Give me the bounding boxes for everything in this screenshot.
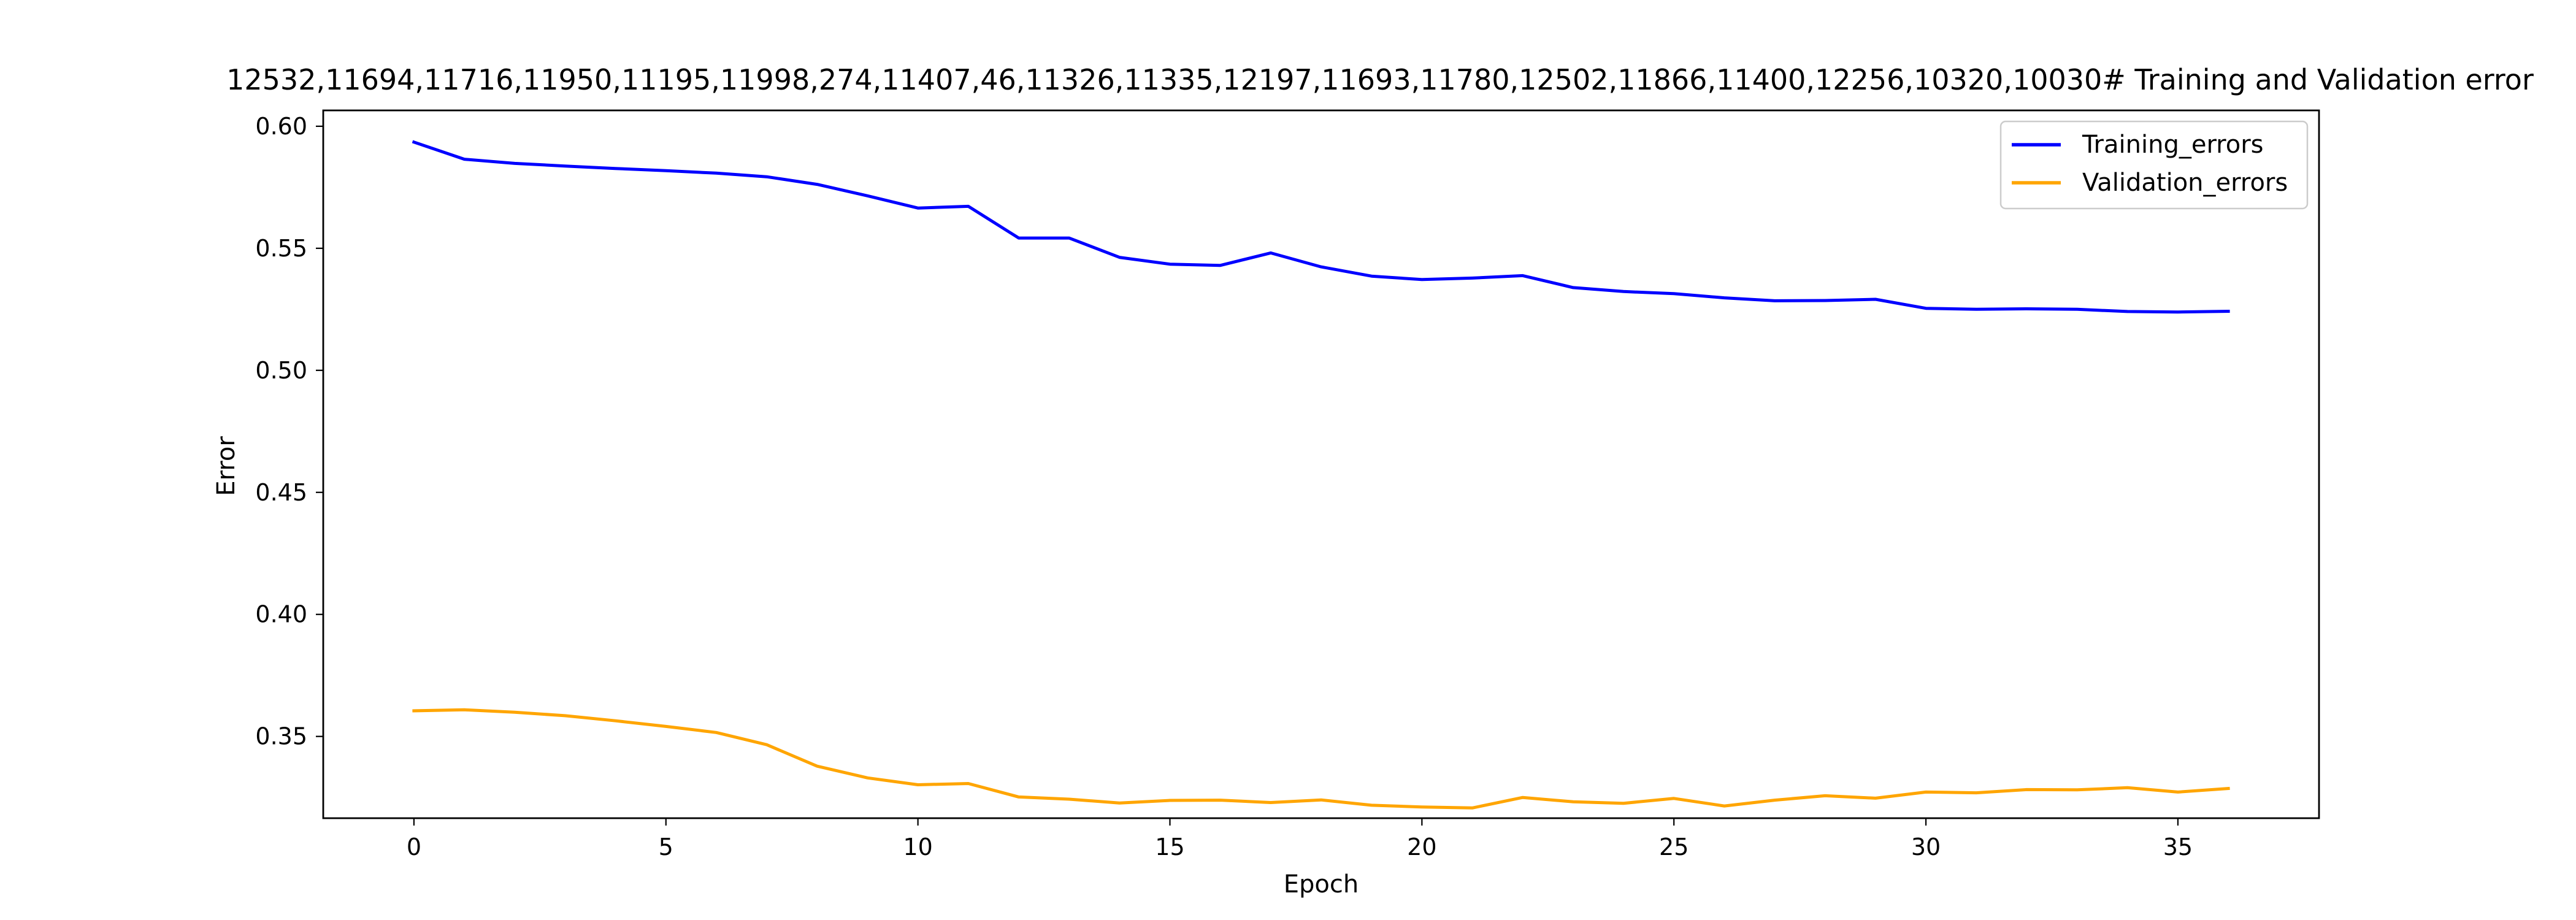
y-axis: 0.35 0.40 0.45 0.50 0.55 0.60	[255, 113, 323, 750]
y-axis-label: Error	[212, 436, 240, 496]
x-tick-label: 5	[659, 834, 673, 861]
x-axis: 0 5 10 15 20 25 30 35	[407, 818, 2193, 861]
x-tick-label: 35	[2163, 834, 2193, 861]
series-line-validation	[412, 708, 2230, 810]
plot-frame	[322, 109, 2320, 819]
y-tick-label: 0.50	[255, 357, 307, 384]
x-tick-label: 20	[1407, 834, 1436, 861]
series-line-training	[412, 140, 2230, 314]
y-tick-label: 0.35	[255, 723, 307, 750]
legend: Training_errors Validation_errors	[1999, 120, 2309, 210]
x-tick-label: 30	[1911, 834, 1941, 861]
legend-label-training: Training_errors	[2082, 131, 2264, 159]
x-tick-label: 25	[1659, 834, 1689, 861]
x-tick-label: 15	[1155, 834, 1184, 861]
chart-title: 12532,11694,11716,11950,11195,11998,274,…	[226, 63, 2534, 96]
x-tick-label: 10	[903, 834, 932, 861]
y-tick-label: 0.55	[255, 235, 307, 262]
series-layer	[412, 140, 2230, 810]
legend-label-validation: Validation_errors	[2082, 169, 2288, 197]
x-tick-label: 0	[407, 834, 421, 861]
legend-box	[1999, 120, 2309, 210]
y-tick-label: 0.60	[255, 113, 307, 140]
y-tick-label: 0.40	[255, 601, 307, 628]
plot-area	[322, 109, 2320, 819]
y-tick-label: 0.45	[255, 479, 307, 506]
x-axis-label: Epoch	[1284, 870, 1359, 899]
